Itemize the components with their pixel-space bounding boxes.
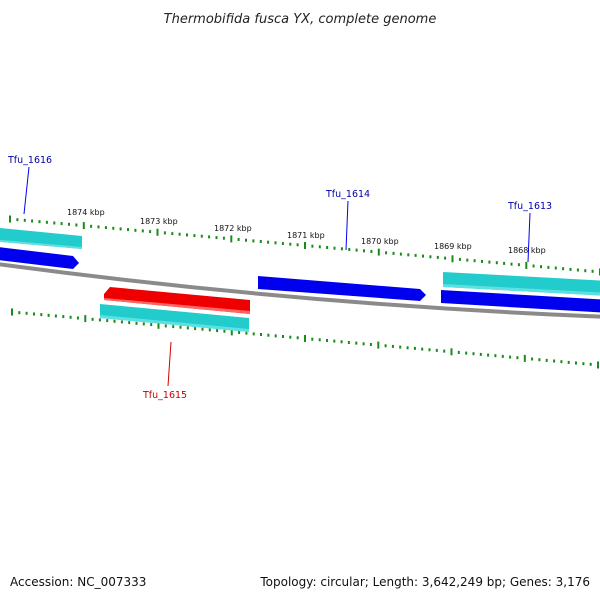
leader-line-tfu-1613 <box>527 212 531 263</box>
gene-arrow-tfu-1615-reverse-part[interactable] <box>100 304 249 332</box>
leader-line-tfu-1616 <box>23 166 30 215</box>
scale-label: 1874 kbp <box>67 208 105 217</box>
gene-arrow-tfu-1616-reverse-part[interactable] <box>0 227 82 249</box>
scale-labels: 1874 kbp 1873 kbp 1872 kbp 1871 kbp 1870 kbp… <box>67 208 546 255</box>
accession-text: Accession: NC_007333 <box>10 575 146 589</box>
gene-arrow-tfu-1616-reverse-shade <box>0 239 82 249</box>
gene-arrow-tfu-1616[interactable] <box>0 246 79 269</box>
map-title: Thermobifida fusca YX, complete genome <box>164 12 437 27</box>
genome-summary-text: Topology: circular; Length: 3,642,249 bp… <box>259 575 590 589</box>
scale-label: 1869 kbp <box>434 242 472 251</box>
leader-line-tfu-1615 <box>167 341 172 387</box>
gene-track <box>0 227 600 332</box>
gene-labels: Tfu_1616 Tfu_1615 Tfu_1614 Tfu_1613 <box>7 155 552 401</box>
scale-label: 1871 kbp <box>287 231 325 240</box>
gene-label-tfu-1616[interactable]: Tfu_1616 <box>7 155 52 166</box>
gene-label-tfu-1614[interactable]: Tfu_1614 <box>325 189 370 200</box>
gene-arrow-tfu-1613-reverse-shade <box>443 284 600 296</box>
gene-label-tfu-1615[interactable]: Tfu_1615 <box>142 390 187 401</box>
gene-arrow-tfu-1614[interactable] <box>258 276 426 301</box>
gene-arrow-tfu-1615[interactable] <box>104 287 250 314</box>
genome-backbone <box>0 262 600 319</box>
scale-label: 1873 kbp <box>140 217 178 226</box>
gene-arrow-tfu-1613[interactable] <box>441 290 600 313</box>
tick-row-lower <box>11 308 599 369</box>
gene-arrow-tfu-1615-reverse-shade <box>100 315 249 332</box>
scale-label: 1870 kbp <box>361 237 399 246</box>
gene-label-tfu-1613[interactable]: Tfu_1613 <box>507 201 552 212</box>
scale-label: 1872 kbp <box>214 224 252 233</box>
gene-arrow-tfu-1613-reverse-part[interactable] <box>443 272 600 296</box>
scale-label: 1868 kbp <box>508 246 546 255</box>
tick-row-upper <box>9 215 600 276</box>
gene-arrow-tfu-1615-shade <box>104 298 250 314</box>
leader-line-tfu-1614 <box>345 200 349 251</box>
